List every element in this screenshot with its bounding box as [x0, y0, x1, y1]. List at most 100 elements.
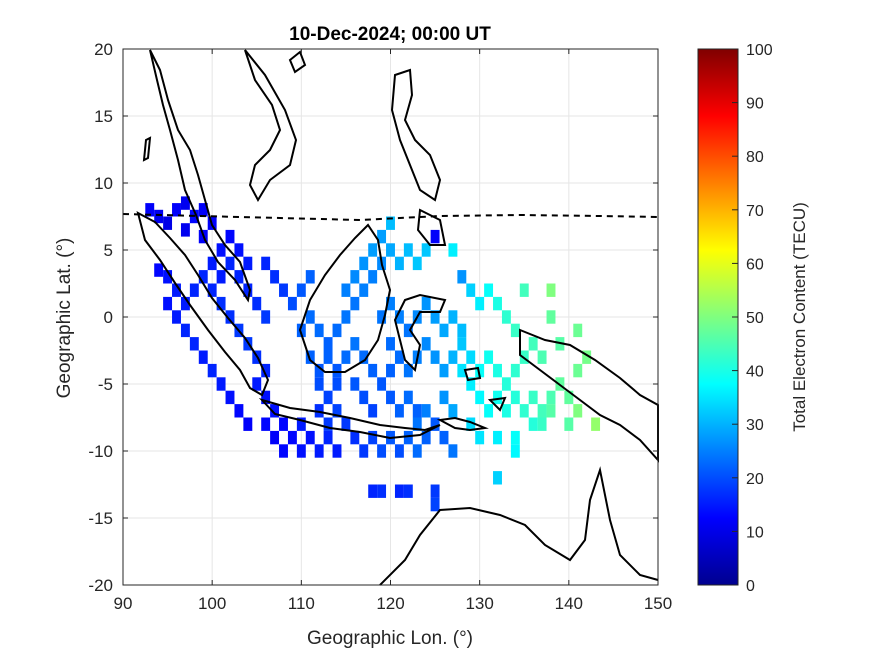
tec-cell	[501, 404, 511, 418]
tec-cell	[430, 229, 440, 244]
tec-cell	[323, 390, 333, 405]
tec-cell	[243, 283, 253, 297]
y-tick-label: -15	[88, 509, 113, 528]
y-tick-label: -5	[98, 375, 113, 394]
tec-cell	[412, 417, 422, 431]
tec-cell	[403, 363, 413, 378]
tec-cell	[359, 256, 369, 271]
tec-cell	[252, 296, 262, 311]
tec-cell	[279, 283, 288, 297]
tec-cell	[234, 270, 244, 284]
tec-cell	[475, 296, 485, 311]
tec-cell	[341, 283, 351, 297]
tec-cell	[412, 256, 422, 271]
tec-cell	[386, 216, 395, 230]
tec-cell	[261, 390, 271, 405]
tec-cell	[394, 256, 404, 271]
tec-cell	[270, 430, 280, 445]
tec-cell	[368, 270, 378, 284]
tec-cell	[377, 484, 387, 498]
x-tick-label: 110	[288, 594, 315, 613]
tec-cell	[198, 270, 208, 284]
tec-cell	[501, 310, 511, 324]
tec-cell	[430, 417, 440, 431]
tec-cell	[359, 283, 369, 297]
tec-cell	[466, 283, 476, 297]
tec-cell	[457, 323, 467, 338]
colorbar-tick-label: 20	[746, 471, 764, 488]
x-tick-label: 120	[376, 594, 404, 613]
tec-cell	[403, 243, 413, 257]
tec-cell	[493, 296, 502, 311]
tec-cell	[493, 390, 502, 405]
tec-cell	[198, 203, 208, 217]
tec-cell	[573, 363, 583, 378]
tec-cell	[163, 296, 173, 311]
y-tick-label: 0	[104, 308, 113, 327]
tec-cell	[466, 417, 476, 431]
tec-cell	[154, 209, 164, 224]
tec-cell	[501, 377, 511, 391]
tec-cell	[403, 323, 413, 338]
tec-cell	[439, 323, 449, 338]
tec-cell	[172, 310, 181, 324]
tec-cell	[448, 310, 458, 324]
colorbar-tick-label: 100	[746, 42, 773, 59]
tec-cell	[386, 390, 395, 405]
chart-title: 10-Dec-2024; 00:00 UT	[289, 24, 491, 45]
tec-cell	[163, 216, 173, 230]
tec-cell	[546, 390, 556, 405]
tec-cell	[216, 270, 226, 284]
tec-cell	[394, 444, 404, 458]
tec-cell	[296, 417, 306, 431]
tec-cell	[314, 377, 324, 391]
tec-cell	[377, 229, 387, 244]
tec-cell	[421, 243, 431, 257]
tec-cell	[528, 390, 538, 405]
tec-cell	[448, 444, 458, 458]
tec-cell	[261, 256, 271, 271]
tec-cell	[412, 404, 422, 418]
tec-cell	[225, 256, 235, 271]
tec-cell	[332, 404, 342, 418]
colorbar-tick-label: 30	[746, 417, 764, 434]
tec-cell	[457, 270, 467, 284]
tec-cell	[216, 296, 226, 311]
colorbar-tick-label: 10	[746, 524, 764, 541]
tec-cell	[305, 350, 315, 364]
tec-cell	[350, 430, 360, 445]
tec-cell	[421, 337, 431, 351]
tec-cell	[377, 310, 387, 324]
tec-cell	[270, 270, 280, 284]
tec-cell	[591, 417, 601, 431]
tec-cell	[394, 310, 404, 324]
tec-cell	[368, 430, 378, 445]
tec-cell	[252, 377, 262, 391]
tec-cell	[493, 363, 502, 378]
tec-cell	[279, 444, 288, 458]
tec-cell	[216, 377, 226, 391]
colorbar-ticks: 0 10 20 30 40 50 60 70 80 90 100	[732, 42, 773, 595]
tec-cell	[510, 430, 520, 445]
tec-cell	[582, 350, 592, 364]
tec-cell	[528, 337, 538, 351]
tec-cell	[510, 390, 520, 405]
x-axis-label: Geographic Lon. (°)	[307, 628, 473, 649]
tec-cell	[484, 283, 494, 297]
tec-cell	[287, 296, 297, 311]
tec-cell	[519, 404, 529, 418]
x-tick-label: 90	[114, 594, 133, 613]
tec-cell	[368, 484, 378, 498]
tec-cell	[412, 444, 422, 458]
tec-cell	[546, 283, 556, 297]
tec-cell	[377, 377, 387, 391]
tec-cell	[261, 363, 271, 378]
tec-cell	[180, 296, 190, 311]
tec-cell	[261, 310, 271, 324]
tec-cell	[510, 444, 520, 458]
y-axis-label: Geographic Lat. (°)	[54, 238, 75, 399]
tec-cell	[368, 243, 378, 257]
tec-cell	[484, 350, 494, 364]
tec-cell	[332, 377, 342, 391]
y-tick-label: 20	[94, 40, 113, 59]
